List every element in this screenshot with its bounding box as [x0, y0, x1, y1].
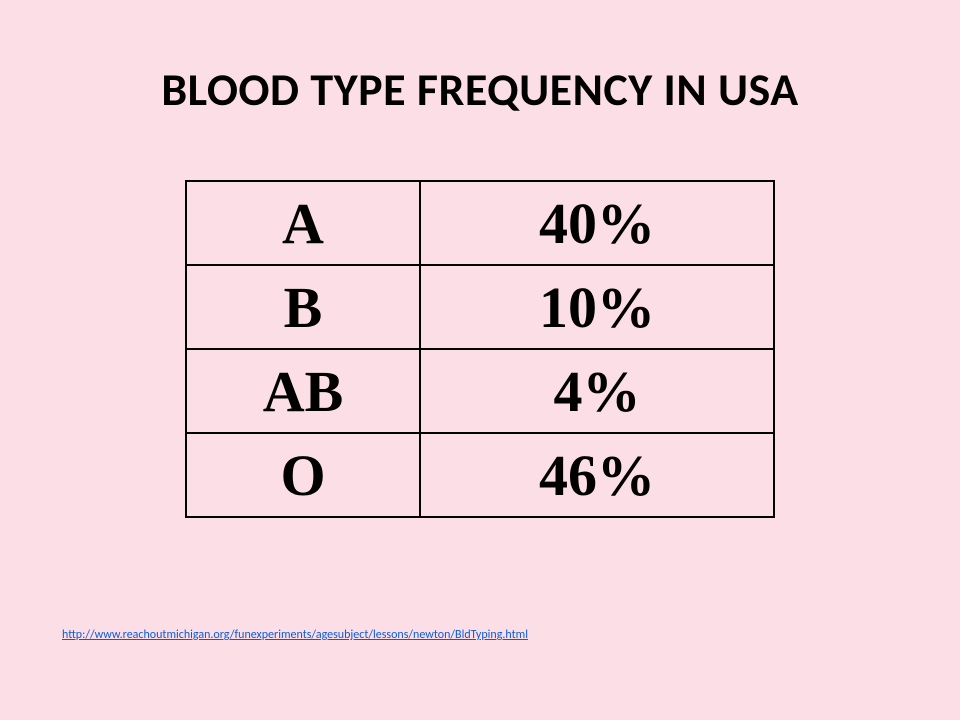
table-row: A 40%: [186, 181, 774, 265]
table-row: B 10%: [186, 265, 774, 349]
frequency-cell: 46%: [420, 433, 774, 517]
frequency-table-container: A 40% B 10% AB 4% O 46%: [0, 180, 960, 518]
table-row: AB 4%: [186, 349, 774, 433]
table-row: O 46%: [186, 433, 774, 517]
blood-type-cell: O: [186, 433, 420, 517]
blood-type-cell: AB: [186, 349, 420, 433]
frequency-cell: 40%: [420, 181, 774, 265]
frequency-cell: 10%: [420, 265, 774, 349]
frequency-table: A 40% B 10% AB 4% O 46%: [185, 180, 775, 518]
frequency-cell: 4%: [420, 349, 774, 433]
source-link[interactable]: http://www.reachoutmichigan.org/funexper…: [62, 628, 528, 642]
blood-type-cell: B: [186, 265, 420, 349]
page-title: BLOOD TYPE FREQUENCY IN USA: [0, 0, 960, 118]
blood-type-cell: A: [186, 181, 420, 265]
